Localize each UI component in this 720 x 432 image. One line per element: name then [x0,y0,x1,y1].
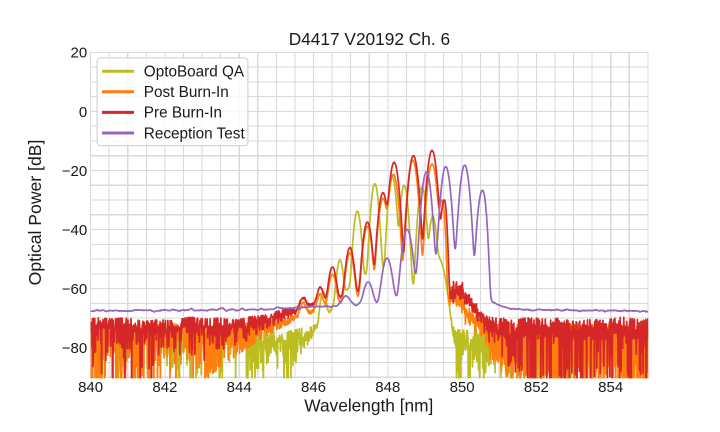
svg-text:840: 840 [78,379,103,396]
svg-text:0: 0 [79,104,87,121]
svg-text:Pre Burn-In: Pre Burn-In [144,105,222,122]
svg-text:Wavelength [nm]: Wavelength [nm] [304,396,433,416]
svg-text:−20: −20 [62,163,87,180]
svg-text:OptoBoard QA: OptoBoard QA [144,64,245,81]
svg-text:Optical Power [dB]: Optical Power [dB] [25,140,45,286]
svg-text:848: 848 [375,379,400,396]
svg-text:850: 850 [450,379,475,396]
svg-text:844: 844 [227,379,252,396]
svg-text:842: 842 [152,379,177,396]
svg-text:Reception Test: Reception Test [144,125,246,142]
svg-text:Post Burn-In: Post Burn-In [144,84,229,101]
svg-text:20: 20 [71,45,88,62]
svg-text:−60: −60 [62,281,87,298]
svg-text:−80: −80 [62,340,87,357]
svg-text:846: 846 [301,379,326,396]
svg-text:852: 852 [524,379,549,396]
svg-text:−40: −40 [62,222,87,239]
svg-text:854: 854 [598,379,623,396]
svg-text:D4417 V20192 Ch. 6: D4417 V20192 Ch. 6 [289,29,450,49]
